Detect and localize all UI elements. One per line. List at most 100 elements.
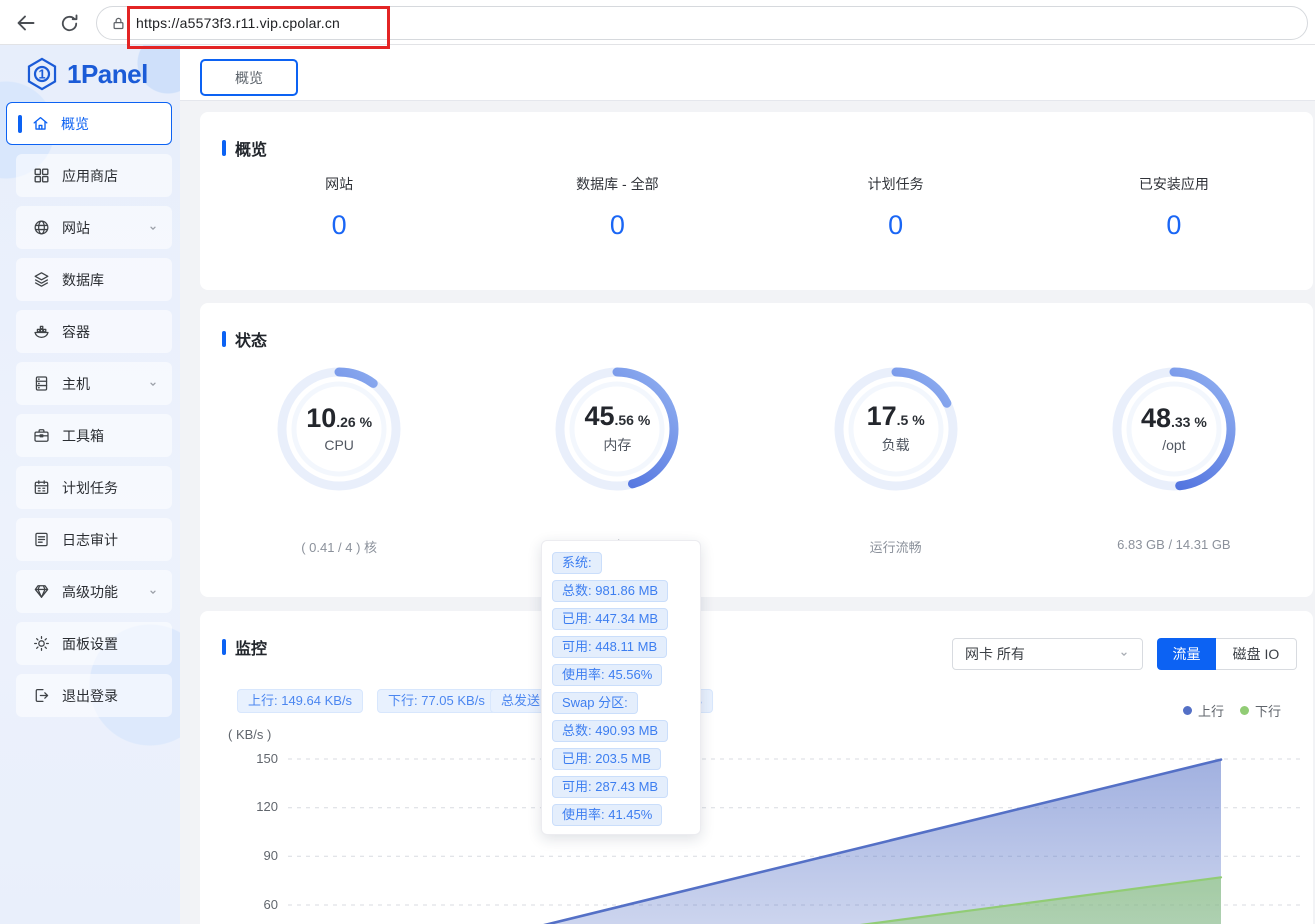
- appstore-icon: [32, 166, 51, 185]
- sidebar-item-label: 网站: [62, 219, 90, 236]
- legend-downstream[interactable]: 下行: [1239, 701, 1281, 720]
- title-accent-bar: [222, 639, 226, 655]
- tooltip-chip: 可用: 448.11 MB: [552, 636, 668, 658]
- content-header: 概览: [180, 45, 1315, 101]
- monitor-card-title: 监控: [222, 635, 267, 659]
- chevron-down-icon: [145, 584, 161, 600]
- downstream-rate-chip: 下行: 77.05 KB/s: [377, 689, 496, 713]
- chevron-down-icon: [1116, 646, 1132, 662]
- legend-dot-upstream: [1182, 706, 1192, 715]
- status-card-title: 状态: [222, 327, 267, 351]
- traffic-button[interactable]: 流量: [1157, 638, 1216, 670]
- gauge-sub-text: 6.83 GB / 14.31 GB: [1117, 537, 1231, 552]
- title-accent-bar: [222, 140, 226, 156]
- app-logo[interactable]: 1 1Panel: [24, 54, 148, 94]
- diamond-icon: [32, 582, 51, 601]
- url-text[interactable]: https://a5573f3.r11.vip.cpolar.cn: [136, 15, 341, 31]
- gauge-sub-text: 运行流畅: [869, 540, 922, 555]
- y-tick: 60: [263, 897, 278, 912]
- traffic-disk-toggle: 流量 磁盘 IO: [1157, 638, 1297, 670]
- globe-icon: [32, 218, 51, 237]
- address-bar[interactable]: https://a5573f3.r11.vip.cpolar.cn: [96, 6, 1308, 40]
- status-gauges: 10.26 % CPU ( 0.41 / 4 ) 核: [200, 355, 1313, 585]
- disk-io-button[interactable]: 磁盘 IO: [1216, 638, 1297, 670]
- sidebar-menu: 概览 应用商店 网站 数据库 容器 主机: [0, 102, 180, 726]
- calendar-icon: [32, 478, 51, 497]
- memory-tooltip: 系统: 总数: 981.86 MB 已用: 447.34 MB 可用: 448.…: [541, 540, 701, 835]
- title-accent-bar: [222, 331, 226, 347]
- home-icon: [31, 114, 50, 133]
- tooltip-chip: 已用: 447.34 MB: [552, 608, 669, 630]
- server-icon: [32, 374, 51, 393]
- sidebar-item-settings[interactable]: 面板设置: [16, 622, 172, 665]
- sidebar-item-appstore[interactable]: 应用商店: [16, 154, 172, 197]
- chart-legend: 上行 下行: [1182, 701, 1281, 720]
- y-axis-unit-label: ( KB/s ): [228, 727, 272, 742]
- y-tick: 150: [256, 751, 278, 766]
- sidebar-item-cronjobs[interactable]: 计划任务: [16, 466, 172, 509]
- sidebar-item-advanced[interactable]: 高级功能: [16, 570, 172, 613]
- lock-icon: [111, 16, 126, 31]
- sidebar-item-label: 数据库: [62, 271, 104, 288]
- sidebar-item-website[interactable]: 网站: [16, 206, 172, 249]
- sidebar-item-label: 高级功能: [62, 583, 118, 600]
- layers-icon: [32, 270, 51, 289]
- reload-icon: [61, 13, 77, 31]
- gauge-sub-text: ( 0.41 / 4 ) 核: [301, 540, 378, 555]
- browser-toolbar: https://a5573f3.r11.vip.cpolar.cn: [0, 0, 1315, 45]
- donut-gauge: [834, 367, 958, 491]
- back-button[interactable]: [13, 10, 39, 36]
- overview-stats: 网站 0 数据库 - 全部 0 计划任务 0 已安装应用 0: [200, 174, 1313, 241]
- chevron-down-icon: [145, 220, 161, 236]
- toolbox-icon: [32, 426, 51, 445]
- gauge-load: 17.5 % 负载 运行流畅: [757, 355, 1035, 585]
- sidebar-item-container[interactable]: 容器: [16, 310, 172, 353]
- stat-databases: 数据库 - 全部 0: [478, 174, 756, 241]
- gear-icon: [32, 634, 51, 653]
- chevron-down-icon: [145, 376, 161, 392]
- upstream-line: [543, 758, 1223, 924]
- logout-icon: [32, 686, 51, 705]
- stat-installed-apps: 已安装应用 0: [1035, 174, 1313, 241]
- nic-select[interactable]: 网卡 所有: [952, 638, 1143, 670]
- monitor-card: 监控 网卡 所有 流量 磁盘 IO 上行: 149.64 KB/s 下行: 77…: [200, 611, 1313, 924]
- donut-gauge: [277, 367, 401, 491]
- stat-websites-count[interactable]: 0: [331, 210, 347, 240]
- gauge-disk-opt: 48.33 % /opt 6.83 GB / 14.31 GB: [1035, 355, 1313, 585]
- sidebar-item-label: 概览: [61, 115, 89, 132]
- stat-cronjobs-count[interactable]: 0: [888, 210, 904, 240]
- sidebar-item-toolbox[interactable]: 工具箱: [16, 414, 172, 457]
- sidebar-item-label: 工具箱: [62, 427, 104, 444]
- traffic-area-chart: [288, 758, 1305, 924]
- reload-button[interactable]: [56, 10, 82, 36]
- sidebar: 1 1Panel 概览 应用商店 网站 数据库: [0, 45, 180, 924]
- stat-installed-apps-count[interactable]: 0: [1166, 210, 1182, 240]
- sidebar-item-label: 计划任务: [62, 479, 118, 496]
- content-body: 概览 网站 0 数据库 - 全部 0 计划任务 0 已安装应用 0: [180, 101, 1315, 924]
- container-icon: [32, 322, 51, 341]
- app-logo-text: 1Panel: [67, 58, 148, 89]
- sidebar-item-host[interactable]: 主机: [16, 362, 172, 405]
- sidebar-item-logs[interactable]: 日志审计: [16, 518, 172, 561]
- sidebar-item-logout[interactable]: 退出登录: [16, 674, 172, 717]
- sidebar-item-label: 应用商店: [62, 167, 118, 184]
- status-card: 状态 10.26 % CPU: [200, 303, 1313, 597]
- sidebar-item-label: 退出登录: [62, 687, 118, 704]
- tooltip-chip: 系统:: [552, 552, 602, 574]
- sidebar-item-database[interactable]: 数据库: [16, 258, 172, 301]
- downstream-line: [859, 876, 1223, 924]
- overview-card-title: 概览: [222, 136, 267, 160]
- tooltip-chip: 已用: 203.5 MB: [552, 748, 661, 770]
- tab-overview[interactable]: 概览: [200, 59, 298, 96]
- legend-upstream[interactable]: 上行: [1182, 701, 1224, 720]
- sidebar-item-overview[interactable]: 概览: [6, 102, 172, 145]
- overview-card: 概览 网站 0 数据库 - 全部 0 计划任务 0 已安装应用 0: [200, 112, 1313, 290]
- stat-websites: 网站 0: [200, 174, 478, 241]
- donut-gauge: [555, 367, 679, 491]
- stat-databases-count[interactable]: 0: [609, 210, 625, 240]
- logs-icon: [32, 530, 51, 549]
- sidebar-item-label: 面板设置: [62, 635, 118, 652]
- tooltip-chip: 可用: 287.43 MB: [552, 776, 669, 798]
- donut-gauge: [1112, 367, 1236, 491]
